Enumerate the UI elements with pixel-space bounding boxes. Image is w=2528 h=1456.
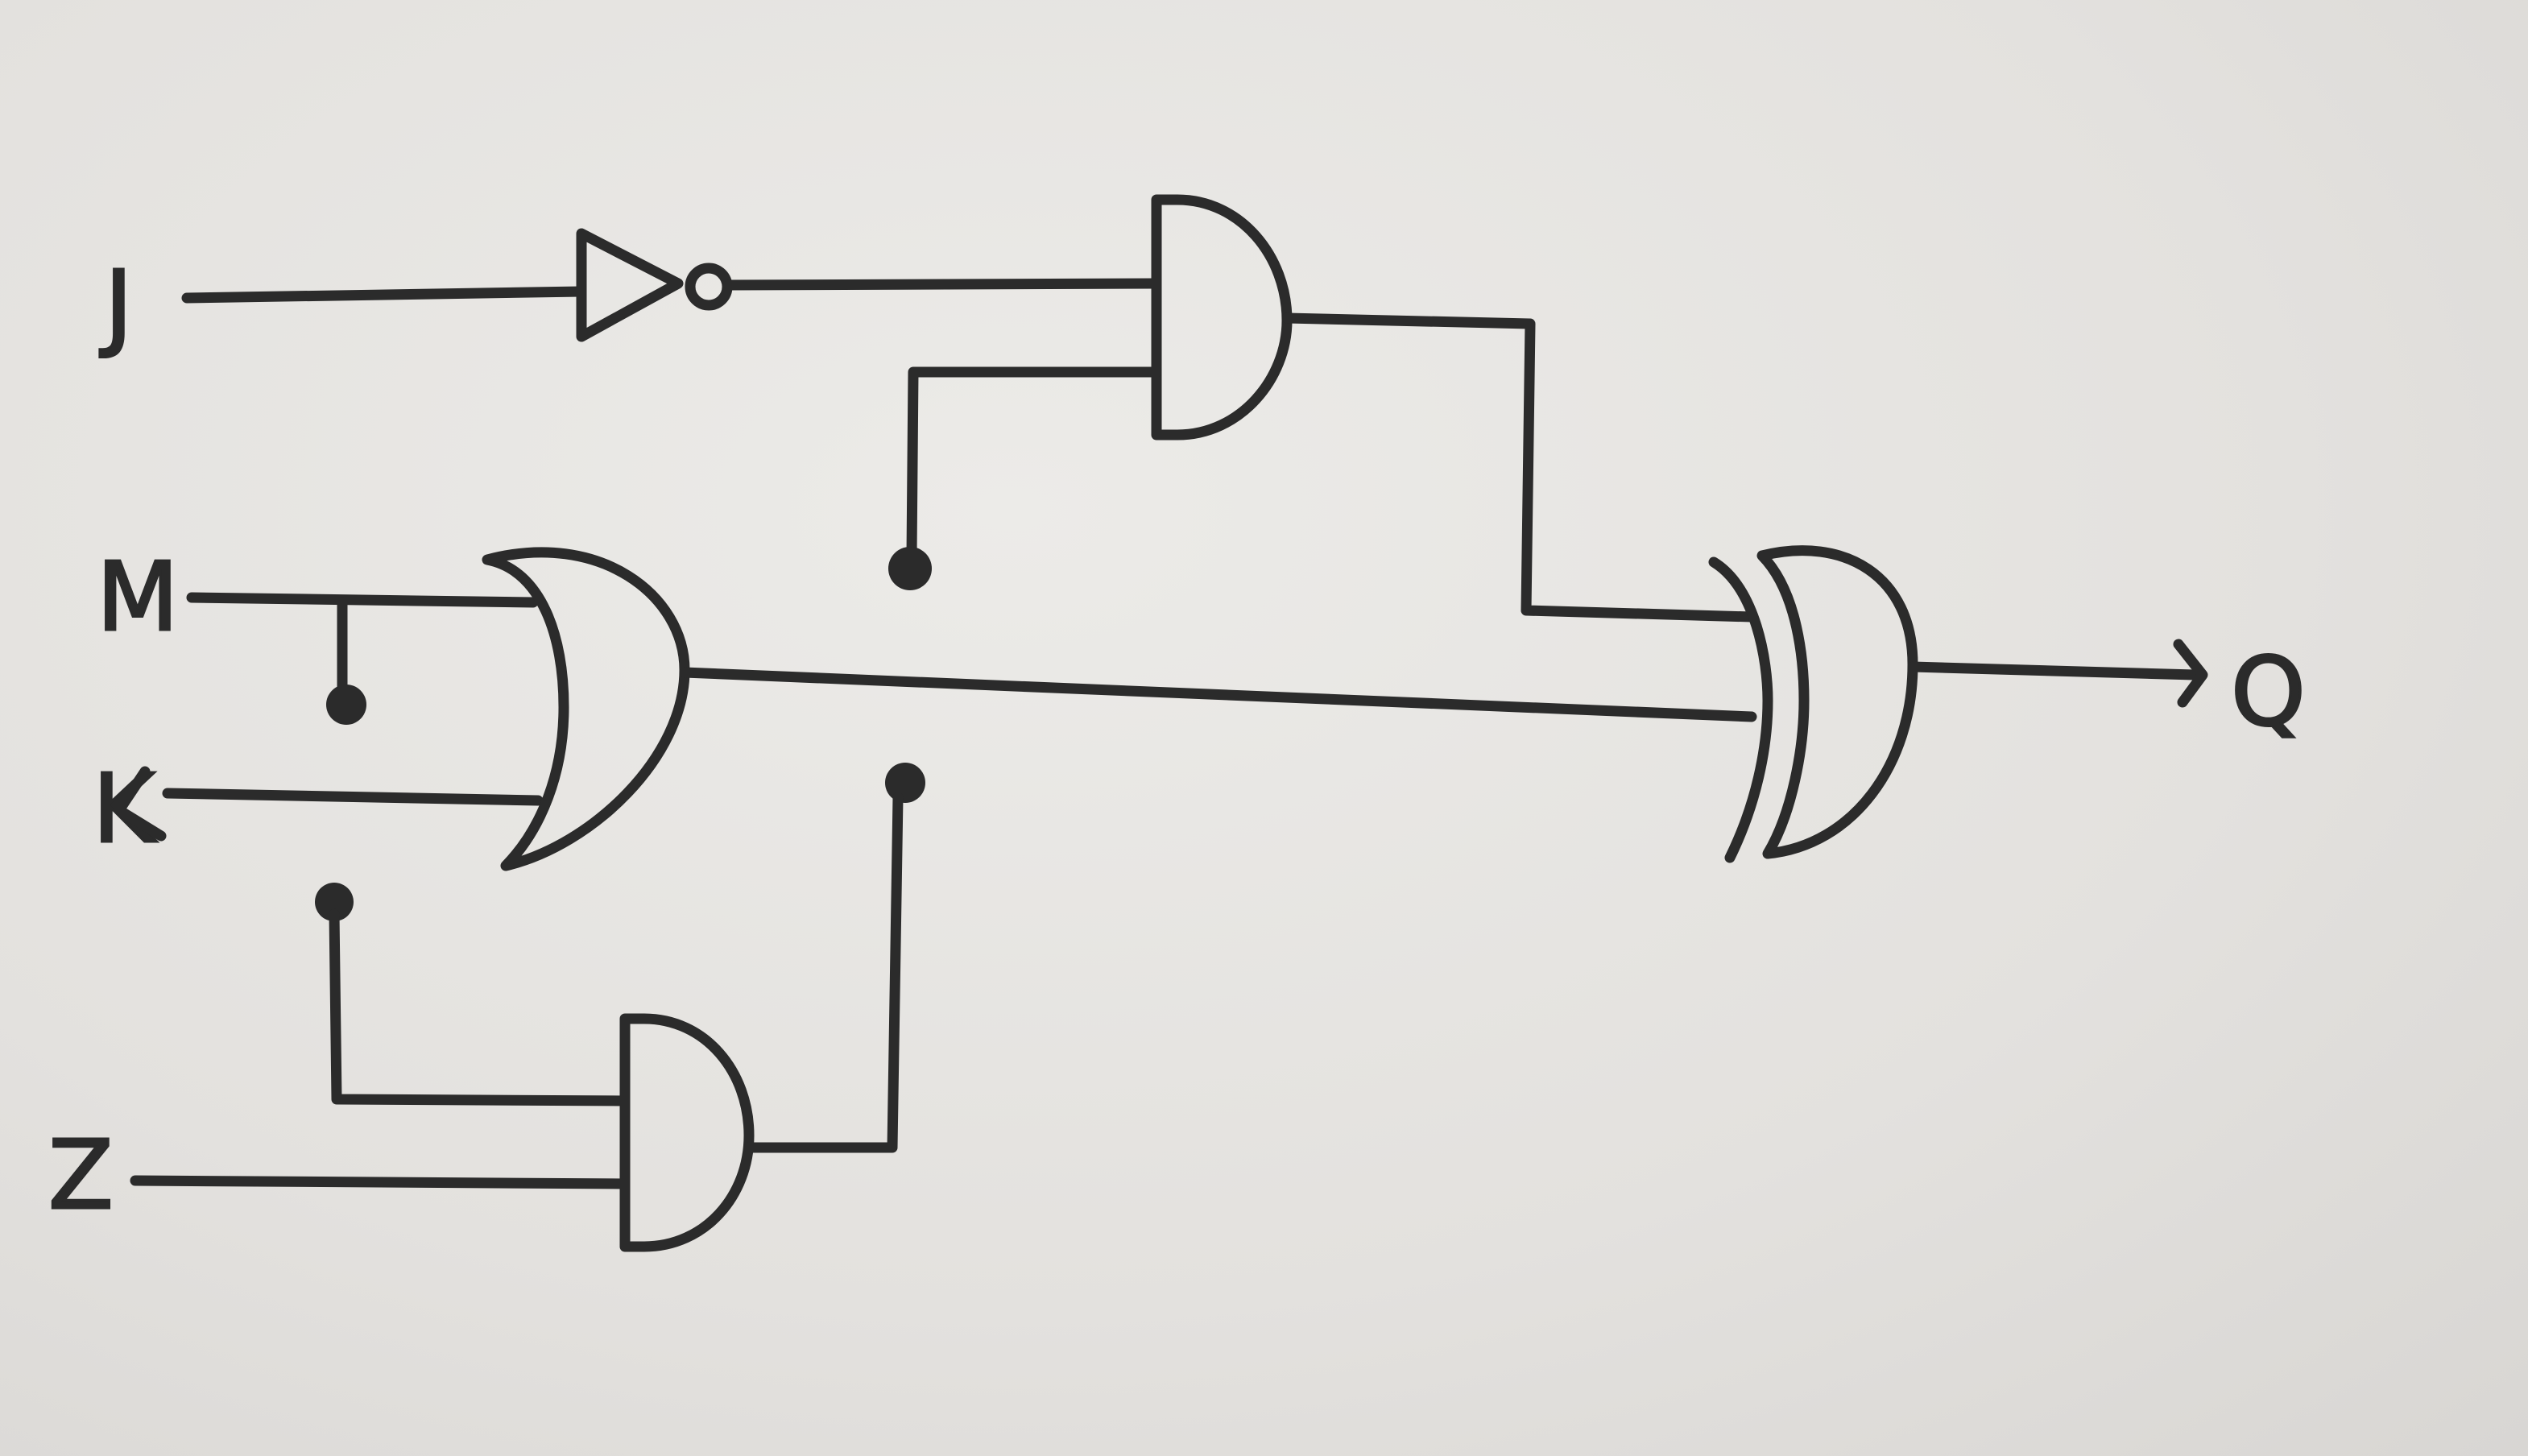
xor-gate-body [1756, 545, 1918, 859]
wire-terminal-to-and-top [906, 366, 1162, 561]
input-label-j: J [99, 250, 133, 361]
wire-k-to-or [162, 788, 544, 806]
not-gate-bubble [685, 263, 733, 311]
wire-xor-to-q [1907, 661, 2200, 680]
wire-and-bottom-out [743, 792, 904, 1153]
wire-z-to-and [130, 1175, 631, 1189]
output-label-q: Q [2231, 636, 2306, 747]
k-arrowhead [114, 766, 167, 842]
xor-gate-back-arc [1708, 556, 1773, 863]
wire-j-to-not [181, 286, 587, 304]
input-label-m: M [97, 541, 179, 652]
wire-or-to-xor [679, 667, 1757, 722]
wire-terminal-to-and-bottom [329, 908, 631, 1106]
input-label-z: Z [48, 1119, 114, 1231]
or-gate [482, 547, 690, 871]
open-terminal-dot [315, 883, 354, 921]
open-terminal-dot [885, 763, 925, 803]
not-gate [576, 228, 684, 342]
open-terminal-dot [888, 547, 932, 590]
q-arrowhead [2173, 639, 2208, 708]
open-terminal-dot [326, 685, 366, 725]
wire-and-top-to-xor [1281, 312, 1757, 623]
wire-not-to-and [723, 278, 1162, 291]
wire-m-to-or [186, 592, 539, 608]
and-gate-bottom [619, 1013, 755, 1252]
and-gate-top [1151, 194, 1293, 441]
